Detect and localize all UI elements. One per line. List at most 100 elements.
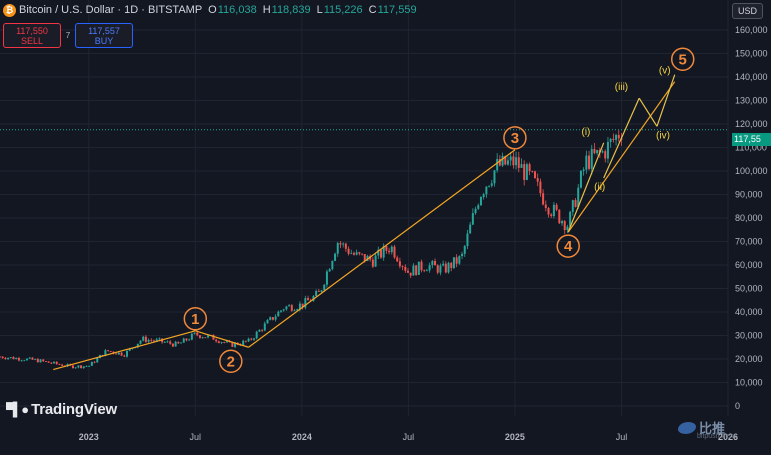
candle-body (496, 158, 499, 171)
y-tick-label: 120,000 (735, 119, 768, 129)
candle-body (555, 204, 558, 210)
elliott-wave-lines (53, 74, 676, 371)
candle-body (207, 335, 210, 338)
sub-wave-label: (i) (582, 127, 591, 138)
y-tick-label: 80,000 (735, 213, 763, 223)
candle-body (361, 253, 364, 255)
candle-body (180, 342, 183, 344)
x-tick-label: Jul (616, 432, 628, 442)
candle-body (28, 357, 31, 359)
candle-body (536, 178, 539, 182)
candle-body (577, 187, 580, 207)
wave-trendline (603, 97, 640, 179)
candle-body (396, 257, 399, 262)
x-tick-label: 2024 (292, 432, 312, 442)
candle-body (198, 335, 201, 338)
candle-body (385, 246, 388, 251)
close-value: 117,559 (377, 4, 417, 16)
wave-label-circle (183, 307, 208, 331)
candle-body (82, 366, 85, 369)
candle-body (36, 359, 39, 363)
y-tick-label: 20,000 (735, 354, 763, 364)
wave-label-4: 4 (564, 238, 573, 255)
candle-body (12, 357, 15, 360)
candle-body (466, 233, 469, 247)
candle-body (501, 155, 504, 166)
candle-body (247, 338, 250, 342)
candle-body (458, 256, 461, 264)
candle-body (261, 329, 264, 331)
candle-body (47, 361, 50, 363)
candle-body (274, 316, 277, 320)
x-tick-label: 2023 (79, 432, 99, 442)
currency-selector[interactable]: USD (731, 3, 763, 19)
y-tick-label: 40,000 (735, 307, 763, 317)
candle-body (423, 270, 426, 272)
tradingview-icon: ▀▍● (6, 401, 29, 417)
y-tick-label: 110,000 (735, 143, 767, 153)
wave-label-circle (670, 47, 695, 71)
candle-body (77, 365, 80, 368)
candle-body (144, 336, 147, 342)
candle-body (561, 221, 564, 224)
candle-body (142, 336, 145, 341)
candle-body (15, 357, 18, 360)
candle-body (434, 260, 437, 266)
candle-body (390, 246, 393, 253)
candle-body (450, 262, 453, 269)
candle-body (593, 148, 596, 154)
candle-body (609, 138, 612, 142)
candle-body (107, 350, 110, 352)
candle-body (250, 338, 253, 340)
candle-body (320, 290, 323, 292)
candle-body (128, 348, 131, 351)
candle-body (55, 361, 58, 364)
candle-body (153, 340, 156, 342)
candle-body (463, 246, 466, 254)
sell-price: 117,550 (16, 25, 48, 36)
bitcoin-icon: ₿ (3, 3, 16, 17)
buy-price: 117,557 (88, 25, 120, 36)
candle-body (482, 194, 485, 198)
candle-body (317, 291, 320, 292)
y-tick-label: 140,000 (735, 72, 768, 82)
tradingview-logo[interactable]: ▀▍● TradingView (6, 401, 117, 418)
candle-body (296, 309, 299, 311)
y-axis: 160,000 150,000 140,000 130,000 120,000 110,0… (735, 25, 768, 411)
candle-body (585, 155, 588, 170)
candle-body (412, 265, 415, 276)
candle-body (120, 352, 123, 356)
candle-body (20, 360, 23, 362)
candle-body (215, 339, 218, 342)
candle-body (442, 263, 445, 266)
candle-body (371, 259, 374, 267)
candle-body (285, 306, 288, 310)
candle-body (606, 141, 609, 159)
candle-body (212, 334, 215, 340)
sub-wave-label: (v) (659, 65, 671, 76)
candle-body (177, 341, 180, 344)
sub-wave-label: (iii) (615, 82, 628, 93)
x-tick-label: 2025 (505, 432, 525, 442)
candle-body (58, 363, 61, 365)
candle-body (358, 252, 361, 254)
candle-body (0, 356, 1, 358)
sub-wave-label: (iv) (656, 130, 670, 141)
y-tick-label: 150,000 (735, 49, 768, 59)
candle-body (398, 261, 401, 267)
candle-body (104, 350, 107, 357)
candle-body (328, 269, 331, 272)
candle-body (93, 361, 96, 363)
candle-body (288, 305, 291, 307)
candle-body (217, 341, 220, 343)
candle-body (379, 249, 382, 258)
candle-body (485, 186, 488, 195)
candle-body (220, 342, 223, 343)
candle-body (34, 359, 37, 360)
candle-body (42, 359, 45, 362)
symbol-title[interactable]: Bitcoin / U.S. Dollar · 1D · BITSTAMP (19, 4, 203, 16)
sell-button[interactable]: 117,550 SELL (3, 23, 61, 48)
buy-button[interactable]: 117,557 BUY (75, 23, 133, 48)
candle-body (277, 311, 280, 317)
